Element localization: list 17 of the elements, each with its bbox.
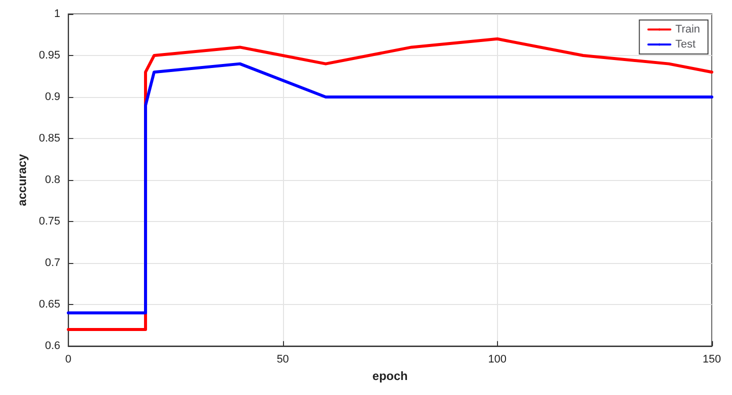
- legend-label: Train: [675, 24, 700, 36]
- y-tick-label: 0.8: [45, 174, 60, 186]
- x-tick-label: 0: [65, 354, 72, 366]
- x-tick-label: 50: [276, 354, 289, 366]
- y-tick-label: 0.9: [45, 91, 60, 104]
- y-tick-label: 0.7: [45, 257, 60, 270]
- y-tick-label: 1: [54, 8, 60, 20]
- x-tick-label: 150: [702, 354, 722, 366]
- legend-label: Test: [675, 38, 696, 50]
- y-tick-label: 0.6: [45, 340, 60, 352]
- y-tick-label: 0.75: [38, 216, 60, 228]
- x-tick-label: 100: [488, 354, 506, 366]
- y-tick-label: 0.85: [38, 132, 60, 145]
- x-axis-title: epoch: [372, 369, 408, 383]
- y-tick-label: 0.95: [38, 50, 60, 62]
- y-tick-label: 0.65: [38, 298, 60, 311]
- y-axis-title: accuracy: [15, 154, 29, 206]
